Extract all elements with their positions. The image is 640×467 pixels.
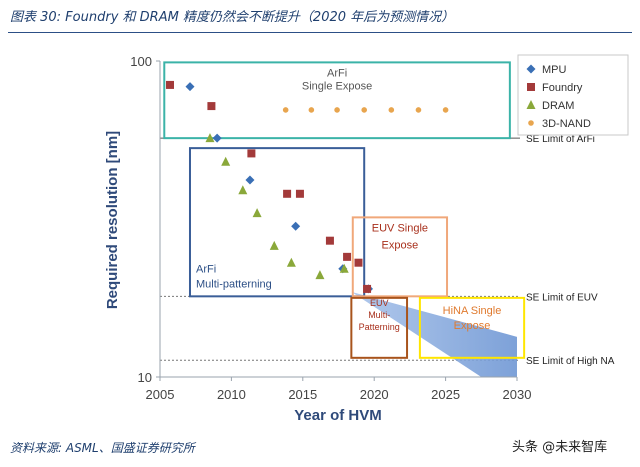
dram-point xyxy=(252,208,262,218)
mpu-point xyxy=(291,221,301,231)
foundry-point xyxy=(295,189,304,198)
legend-marker-foundry xyxy=(527,83,535,91)
foundry-point xyxy=(165,80,174,89)
region-label: EUV xyxy=(370,298,389,308)
mpu-point xyxy=(185,82,195,92)
3d-nand-point xyxy=(415,107,422,113)
x-tick-label: 2010 xyxy=(217,387,246,402)
limit-label: SE Limit of High NA xyxy=(526,356,615,367)
limit-label: SE Limit of EUV xyxy=(526,292,598,303)
x-tick-label: 2020 xyxy=(360,387,389,402)
3d-nand-point xyxy=(334,107,340,113)
y-tick-label: 10 xyxy=(138,370,152,385)
legend-label-foundry: Foundry xyxy=(542,82,583,94)
3d-nand-point xyxy=(442,107,449,113)
dram-point xyxy=(269,240,279,250)
legend-marker-mpu xyxy=(526,64,536,74)
legend-label-mpu: MPU xyxy=(542,64,567,76)
mpu-point xyxy=(245,175,255,185)
region-label: Patterning xyxy=(359,322,400,332)
foundry-point xyxy=(247,149,256,158)
region-box xyxy=(163,61,511,140)
y-axis-title: Required resolution [nm] xyxy=(104,131,121,309)
x-tick-label: 2005 xyxy=(146,387,175,402)
limit-label: SE Limit of ArFi xyxy=(526,134,595,145)
foundry-point xyxy=(325,236,334,245)
y-tick-label: 100 xyxy=(130,54,152,69)
region-label: Expose xyxy=(382,239,419,251)
region-box xyxy=(418,296,526,359)
dram-point xyxy=(205,133,215,143)
foundry-point xyxy=(207,102,216,111)
region-label: EUV Single xyxy=(372,222,428,234)
legend-marker-dram xyxy=(526,100,536,109)
legend-marker-3d-nand xyxy=(528,120,534,126)
region-box xyxy=(350,296,409,359)
dram-point xyxy=(339,263,349,273)
foundry-point xyxy=(343,252,352,261)
foundry-point xyxy=(354,258,363,267)
x-tick-label: 2025 xyxy=(431,387,460,402)
legend-label-dram: DRAM xyxy=(542,100,574,112)
region-label: Multi- xyxy=(368,310,390,320)
region-label: Multi-patterning xyxy=(196,278,272,290)
foundry-point xyxy=(363,284,372,293)
dram-point xyxy=(286,257,296,267)
legend-label-3d-nand: 3D-NAND xyxy=(542,118,591,130)
region-label: Expose xyxy=(454,320,491,332)
region-label: ArFi xyxy=(327,67,347,79)
region-box xyxy=(351,216,449,298)
foundry-point xyxy=(283,189,292,198)
resolution-ramp xyxy=(351,291,517,377)
3d-nand-point xyxy=(282,107,289,113)
dram-point xyxy=(221,156,231,166)
title-divider xyxy=(8,32,632,33)
3d-nand-point xyxy=(361,107,368,113)
x-tick-label: 2030 xyxy=(503,387,532,402)
x-tick-label: 2015 xyxy=(288,387,317,402)
region-box xyxy=(188,147,366,298)
chart-title: 图表 30: Foundry 和 DRAM 精度仍然会不断提升（2020 年后为… xyxy=(10,10,455,25)
region-label: HiNA Single xyxy=(443,305,502,317)
dram-point xyxy=(315,270,325,280)
legend-box xyxy=(517,54,629,136)
region-label: ArFi xyxy=(196,263,216,275)
region-label: Single Expose xyxy=(302,80,372,92)
watermark: 头条 @未来智库 xyxy=(512,440,608,455)
dram-point xyxy=(238,185,248,195)
source-note: 资料来源: ASML、国盛证券研究所 xyxy=(10,441,195,455)
x-axis-title: Year of HVM xyxy=(294,407,382,424)
mpu-point xyxy=(212,133,222,143)
3d-nand-point xyxy=(308,107,315,113)
3d-nand-point xyxy=(388,107,395,113)
